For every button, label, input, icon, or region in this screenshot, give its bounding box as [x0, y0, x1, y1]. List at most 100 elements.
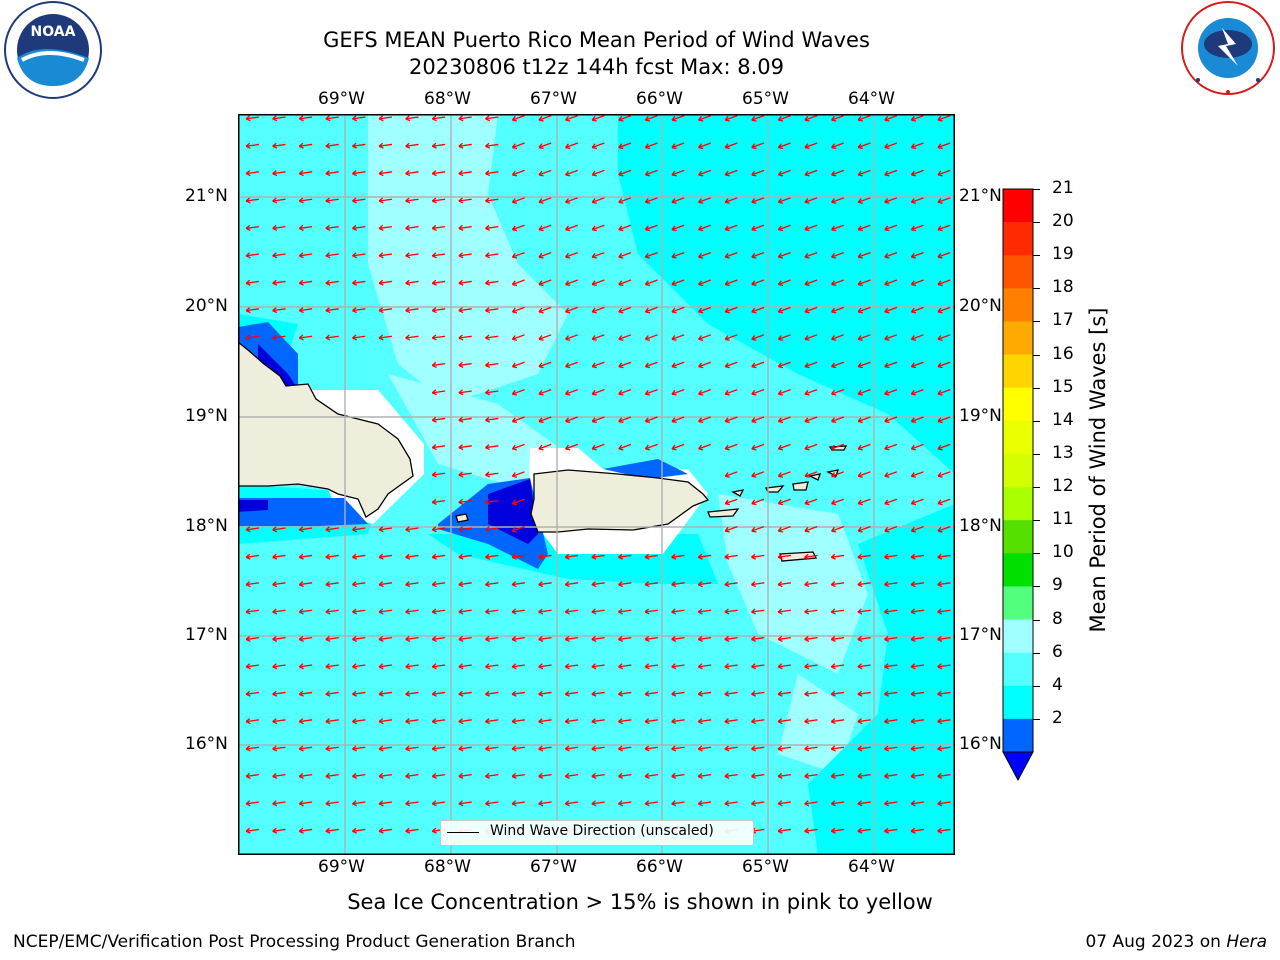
- wind-wave-arrow: [431, 361, 446, 368]
- wind-wave-arrow: [458, 471, 472, 478]
- wind-wave-arrow: [831, 279, 845, 287]
- colorbar-tick-mark: [1033, 586, 1040, 588]
- wind-wave-arrow: [352, 224, 366, 231]
- wave-period-lt-2-area: [258, 344, 296, 386]
- wind-wave-arrow: [485, 444, 499, 451]
- wind-wave-arrow: [431, 307, 446, 314]
- wind-wave-arrow: [644, 251, 658, 259]
- wind-wave-arrow: [724, 115, 738, 122]
- wind-wave-arrow: [910, 279, 924, 287]
- colorbar-segment: [1003, 387, 1033, 422]
- wind-wave-arrow: [910, 525, 924, 533]
- wind-wave-arrow: [431, 444, 446, 451]
- wind-wave-arrow: [298, 170, 313, 177]
- wave-period-8-9-area: [718, 494, 868, 674]
- wind-wave-arrow: [245, 635, 260, 642]
- wave-period-lt-2-area: [488, 479, 538, 544]
- wind-wave-arrow: [245, 608, 260, 615]
- colorbar-tick-label: 11: [1052, 509, 1074, 530]
- wind-wave-arrow: [378, 581, 393, 588]
- wind-wave-arrow: [325, 279, 339, 286]
- footer-date-text: 07 Aug 2023 on: [1085, 932, 1227, 952]
- wind-wave-arrow: [910, 581, 925, 588]
- wind-wave-arrow: [751, 471, 765, 478]
- wind-wave-arrow: [458, 690, 472, 697]
- wind-wave-arrow: [644, 197, 658, 204]
- lat-label: 20°N: [959, 296, 1002, 316]
- wind-wave-arrow: [724, 142, 738, 150]
- wave-period-lt-2-area: [239, 500, 268, 512]
- wind-wave-arrow: [671, 197, 685, 204]
- wind-wave-arrow: [538, 553, 552, 560]
- wind-wave-arrow: [830, 553, 845, 560]
- colorbar-tick-label: 21: [1052, 178, 1074, 198]
- wind-wave-arrow: [352, 745, 366, 752]
- wind-wave-arrow: [857, 663, 871, 670]
- wind-wave-arrow: [618, 334, 632, 341]
- wind-wave-arrow: [644, 608, 659, 615]
- wind-wave-arrow: [618, 388, 632, 396]
- wind-wave-arrow: [591, 416, 605, 424]
- wind-wave-arrow: [511, 224, 525, 232]
- wind-wave-arrow: [804, 142, 818, 150]
- wind-wave-arrow: [431, 416, 446, 423]
- wind-wave-arrow: [352, 663, 366, 670]
- wind-wave-arrow: [431, 800, 446, 807]
- wind-wave-arrow: [777, 498, 791, 506]
- wind-wave-arrow: [910, 142, 924, 150]
- wind-wave-arrow: [272, 800, 286, 807]
- wind-wave-arrow: [458, 526, 472, 533]
- wind-wave-arrow: [591, 251, 605, 259]
- wind-wave-arrow: [804, 279, 818, 287]
- wind-wave-arrow: [485, 608, 499, 615]
- wind-wave-arrow: [777, 361, 791, 369]
- colorbar-tick-mark: [1033, 354, 1040, 356]
- wind-wave-arrow: [298, 800, 313, 807]
- wind-wave-arrow: [777, 388, 791, 396]
- wind-wave-arrow: [777, 663, 792, 670]
- wind-wave-arrow: [857, 718, 871, 725]
- wind-wave-arrow: [618, 553, 632, 560]
- wind-wave-arrow: [485, 279, 499, 286]
- wind-wave-arrow: [565, 361, 579, 369]
- wind-wave-arrow: [884, 142, 898, 150]
- wind-wave-arrow: [644, 169, 658, 177]
- wind-wave-arrow: [910, 334, 924, 341]
- wind-wave-arrow: [857, 498, 871, 506]
- wind-wave-arrow: [857, 416, 871, 424]
- wind-wave-arrow: [591, 690, 605, 697]
- wind-wave-arrow: [884, 635, 898, 642]
- wind-wave-arrow: [937, 745, 951, 752]
- wind-wave-arrow: [884, 361, 898, 369]
- wind-wave-arrow: [538, 718, 552, 725]
- wind-wave-arrow: [671, 635, 685, 642]
- wind-wave-arrow: [831, 251, 845, 259]
- wind-wave-arrow: [831, 197, 845, 204]
- wind-wave-arrow: [591, 361, 605, 369]
- wind-wave-arrow: [698, 169, 712, 177]
- wind-wave-arrow: [485, 581, 499, 588]
- wind-wave-arrow: [671, 718, 685, 725]
- wind-wave-arrow: [564, 718, 579, 725]
- wind-wave-arrow: [751, 581, 765, 588]
- wind-wave-arrow: [724, 443, 738, 451]
- puerto-rico-landmass: [530, 469, 710, 533]
- nws-logo-icon: [1181, 1, 1275, 95]
- wind-wave-arrow: [937, 334, 951, 341]
- wind-wave-arrow: [272, 170, 286, 177]
- wind-wave-arrow: [405, 170, 419, 177]
- wind-wave-arrow: [857, 169, 871, 177]
- wind-wave-arrow: [245, 307, 260, 314]
- wind-wave-arrow: [937, 800, 951, 807]
- wind-wave-arrow: [884, 251, 898, 259]
- wind-wave-arrow: [910, 197, 924, 204]
- wind-wave-arrow: [458, 170, 472, 177]
- wind-wave-arrow: [777, 827, 792, 834]
- wind-wave-arrow: [857, 142, 871, 150]
- wind-wave-arrow: [591, 800, 605, 807]
- colorbar-tick-label: 8: [1052, 608, 1063, 629]
- wind-wave-arrow: [325, 772, 339, 779]
- wind-wave-arrow: [511, 334, 525, 341]
- wind-wave-arrow: [272, 334, 286, 341]
- wind-wave-arrow: [458, 444, 472, 451]
